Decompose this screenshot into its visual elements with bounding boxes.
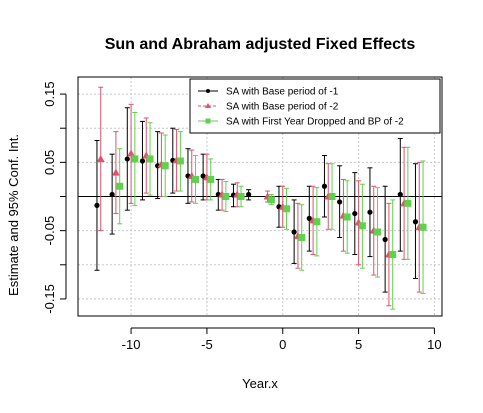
data-point [358, 222, 366, 230]
data-point [306, 215, 312, 221]
data-point [109, 191, 115, 198]
data-point [412, 219, 419, 225]
data-point [367, 209, 373, 215]
y-tick-label: 0.05 [42, 150, 57, 175]
legend-marker [205, 103, 211, 108]
data-point [124, 156, 130, 162]
data-point [207, 175, 215, 183]
legend: SA with Base period of -1 SA with Base pe… [189, 78, 441, 134]
legend-label: SA with Base period of -1 [226, 87, 339, 98]
legend-marker [205, 118, 211, 124]
data-point [246, 191, 252, 198]
data-point [328, 193, 336, 200]
x-tick-label: -5 [201, 337, 213, 352]
y-tick-label: 0.15 [42, 81, 57, 106]
y-axis-label: Estimate and 95% Conf. Int. [6, 134, 21, 296]
data-point [352, 210, 358, 217]
x-axis-label: Year.x [242, 376, 278, 391]
data-point [139, 158, 146, 164]
series-3 [116, 112, 427, 310]
data-point [161, 162, 169, 170]
data-point [374, 228, 382, 236]
legend-label: SA with Base period of -2 [226, 102, 339, 113]
x-tick-label: 5 [355, 337, 362, 352]
data-point [343, 213, 351, 221]
data-point [176, 157, 184, 165]
x-tick-label: -10 [122, 337, 141, 352]
x-tick-label: 0 [279, 337, 286, 352]
data-point [146, 155, 154, 163]
axes: -10 -5 0 5 10 -0.15 -0.05 0.05 0.15 [42, 81, 442, 352]
series-layer [94, 86, 427, 310]
legend-marker [206, 89, 210, 93]
data-point [382, 236, 388, 243]
legend-label: SA with First Year Dropped and BP of -2 [226, 117, 404, 128]
data-point [131, 155, 139, 163]
data-point [222, 193, 230, 200]
data-point [321, 183, 328, 189]
series-1 [94, 107, 419, 293]
data-point [127, 149, 136, 157]
data-point [111, 168, 120, 176]
data-point [291, 229, 297, 235]
legend-box [189, 78, 441, 134]
data-point [116, 182, 124, 190]
y-tick-label: -0.15 [42, 284, 57, 314]
data-point [337, 199, 343, 205]
plot-frame [77, 76, 443, 317]
data-point [94, 202, 100, 208]
data-point [298, 233, 306, 241]
data-point [283, 205, 291, 213]
chart-title: Sun and Abraham adjusted Fixed Effects [105, 36, 416, 53]
data-point [267, 196, 275, 204]
data-point [419, 223, 427, 231]
data-point [237, 193, 245, 200]
data-point [404, 199, 412, 207]
y-tick-label: -0.05 [42, 216, 57, 246]
data-point [192, 175, 200, 183]
data-point [96, 154, 105, 162]
data-point [389, 251, 397, 259]
x-tick-label: 10 [427, 337, 441, 352]
data-point [200, 173, 206, 179]
data-point [397, 191, 403, 198]
data-point [313, 218, 321, 226]
